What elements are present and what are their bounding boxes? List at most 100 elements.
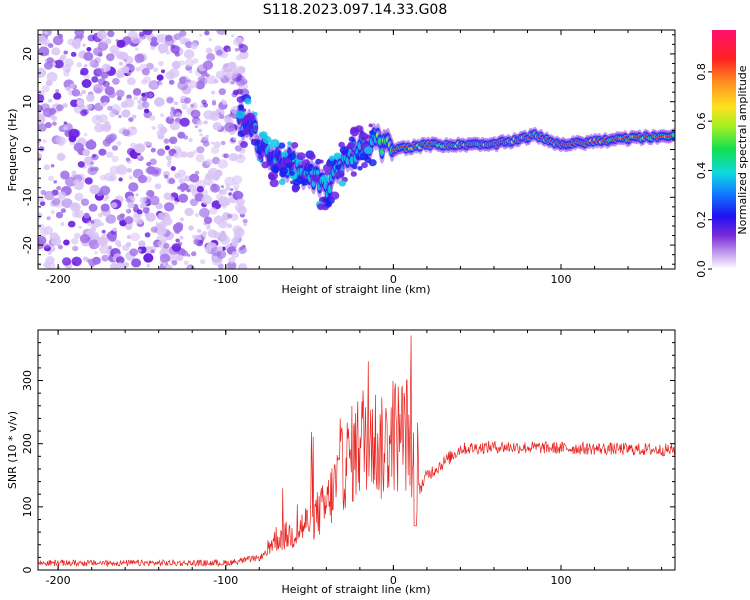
noise-blob [236, 197, 245, 206]
noise-blob [115, 51, 125, 60]
noise-blob [127, 71, 132, 76]
noise-blob [183, 49, 195, 59]
spectrogram-x-axis-label: Height of straight line (km) [281, 283, 430, 296]
noise-blob [101, 36, 110, 44]
noise-blob [168, 115, 173, 119]
noise-blob [217, 219, 228, 229]
noise-blob [80, 71, 85, 75]
noise-blob [178, 193, 189, 203]
noise-blob [171, 260, 178, 266]
noise-blob [70, 51, 77, 57]
noise-blob [130, 203, 134, 207]
noise-blob [71, 170, 77, 176]
noise-blob [38, 123, 47, 132]
noise-blob [46, 216, 51, 221]
noise-blob [150, 249, 155, 254]
noise-blob [63, 121, 67, 125]
noise-blob [160, 69, 166, 74]
noise-blob [86, 93, 95, 102]
noise-blob [221, 99, 225, 102]
noise-blob [157, 133, 165, 140]
snr-series-line [38, 335, 675, 568]
noise-blob [160, 113, 165, 118]
noise-blob [56, 186, 61, 191]
noise-blob [158, 81, 164, 86]
transition-blob [338, 180, 346, 187]
transition-blob [291, 142, 299, 149]
noise-blob [201, 231, 207, 236]
noise-blob [203, 216, 213, 225]
noise-blob [166, 155, 172, 161]
transition-blob [253, 125, 259, 131]
noise-blob [186, 188, 191, 193]
noise-blob [203, 110, 214, 120]
noise-blob [212, 231, 221, 239]
noise-blob [142, 207, 150, 214]
noise-blob [220, 140, 226, 146]
noise-blob [163, 242, 170, 249]
noise-blob [51, 198, 61, 206]
snr-y-tick-label: 300 [21, 370, 34, 391]
noise-blob [93, 84, 104, 94]
snr-y-axis-label: SNR (10 * v/v) [6, 411, 19, 489]
noise-blob [109, 165, 120, 176]
transition-blob [352, 164, 358, 170]
noise-blob [195, 154, 205, 163]
noise-blob [137, 155, 141, 159]
noise-blob [202, 140, 210, 147]
transition-blob [319, 159, 324, 164]
noise-blob [232, 225, 243, 235]
transition-blob [272, 166, 280, 174]
noise-blob [99, 245, 109, 254]
transition-blob [291, 186, 299, 193]
spectrogram-y-tick-label: 20 [21, 47, 34, 61]
noise-blob [205, 134, 209, 139]
noise-blob [189, 198, 199, 207]
noise-blob [51, 237, 62, 247]
noise-blob [212, 122, 222, 131]
transition-blob [311, 174, 321, 183]
noise-blob [178, 76, 187, 84]
noise-blob [134, 143, 146, 154]
noise-blob [128, 117, 134, 122]
noise-blob [218, 88, 226, 96]
noise-blob [148, 142, 152, 146]
noise-blob [80, 109, 88, 117]
noise-blob [208, 38, 212, 42]
transition-blob [296, 152, 306, 161]
spectrogram-x-tick-label: -200 [46, 273, 71, 286]
noise-blob [137, 248, 142, 253]
noise-blob [63, 71, 70, 77]
noise-blob [72, 211, 80, 218]
noise-blob [194, 125, 199, 129]
transition-blob [244, 98, 252, 105]
spectrogram-y-tick-label: 0 [21, 146, 34, 153]
transition-blob [325, 201, 332, 208]
transition-blob [251, 138, 256, 143]
noise-blob [71, 237, 79, 245]
spectrogram-y-axis-label: Frequency (Hz) [6, 109, 19, 192]
noise-blob [102, 80, 110, 88]
noise-blob [138, 31, 145, 37]
noise-blob [216, 30, 227, 35]
noise-blob [108, 234, 117, 242]
noise-blob [81, 89, 86, 95]
noise-blob [89, 59, 99, 68]
noise-blob [42, 139, 47, 144]
noise-blob [84, 177, 93, 185]
transition-blob [257, 150, 262, 155]
noise-blob [79, 234, 90, 244]
noise-blob [106, 53, 115, 62]
noise-blob [50, 164, 55, 168]
noise-blob [210, 183, 220, 193]
noise-blob [176, 254, 184, 261]
noise-blob [38, 146, 45, 152]
noise-blob [107, 245, 112, 250]
noise-blob [188, 137, 193, 143]
noise-blob [149, 158, 157, 166]
noise-blob [205, 47, 213, 54]
colorbar-tick-label: 0.0 [695, 260, 708, 278]
noise-blob [188, 80, 198, 89]
